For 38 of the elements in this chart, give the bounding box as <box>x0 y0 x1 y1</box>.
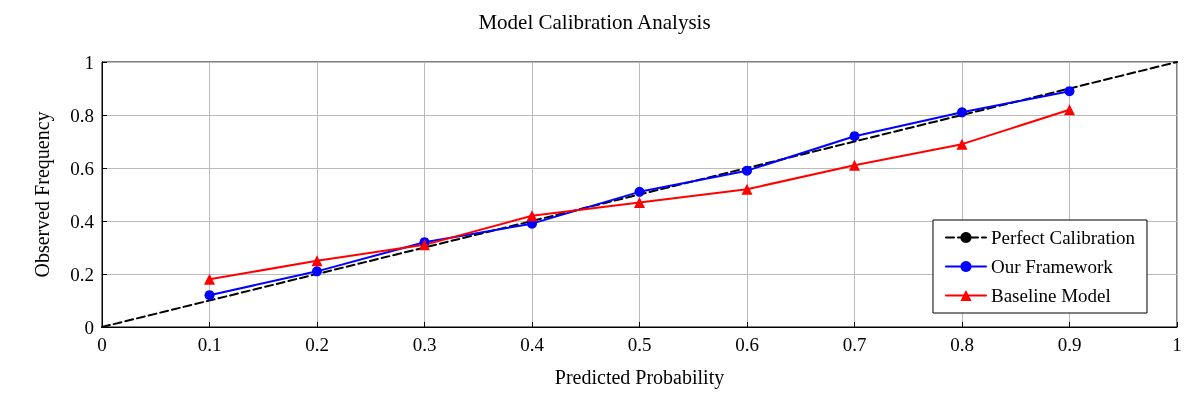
legend-label: Baseline Model <box>990 285 1111 306</box>
x-tick-label: 0.4 <box>520 334 545 355</box>
point <box>634 186 645 197</box>
x-tick-label: 0.9 <box>1057 334 1082 355</box>
point <box>311 255 323 267</box>
point <box>312 266 322 277</box>
x-tick-label: 0.6 <box>735 334 759 355</box>
point <box>956 138 968 150</box>
y-tick-label: 0.8 <box>70 104 94 126</box>
legend-label: Perfect Calibration <box>990 227 1136 248</box>
x-tick-label: 0.2 <box>305 334 329 355</box>
x-tick-label: 0 <box>97 334 107 355</box>
y-tick-label: 0.4 <box>70 210 95 232</box>
x-tick-label: 0.1 <box>197 334 222 355</box>
chart-title: Model Calibration Analysis <box>478 9 711 34</box>
point <box>741 183 753 195</box>
x-tick-label: 0.7 <box>842 334 867 355</box>
point <box>742 165 752 176</box>
y-tick-label: 0 <box>84 316 94 338</box>
point <box>849 131 860 142</box>
x-axis-title: Predicted Probability <box>554 366 725 389</box>
point <box>1064 86 1075 97</box>
x-tick-label: 0.5 <box>627 334 652 355</box>
y-axis-title: Observed Frequency <box>31 111 54 278</box>
y-tick-label: 0.6 <box>70 157 94 179</box>
point <box>1064 104 1075 116</box>
point <box>634 196 645 208</box>
y-tick-label: 1 <box>84 51 94 73</box>
y-tick-label: 0.2 <box>70 263 94 285</box>
point <box>526 210 538 222</box>
x-tick-label: 0.3 <box>412 334 437 355</box>
point <box>204 273 215 285</box>
legend-label: Our Framework <box>990 256 1114 277</box>
x-tick-label: 0.8 <box>950 334 974 355</box>
x-tick-label: 1 <box>1172 334 1182 355</box>
point <box>957 107 967 118</box>
point <box>204 290 215 301</box>
point <box>849 159 860 171</box>
